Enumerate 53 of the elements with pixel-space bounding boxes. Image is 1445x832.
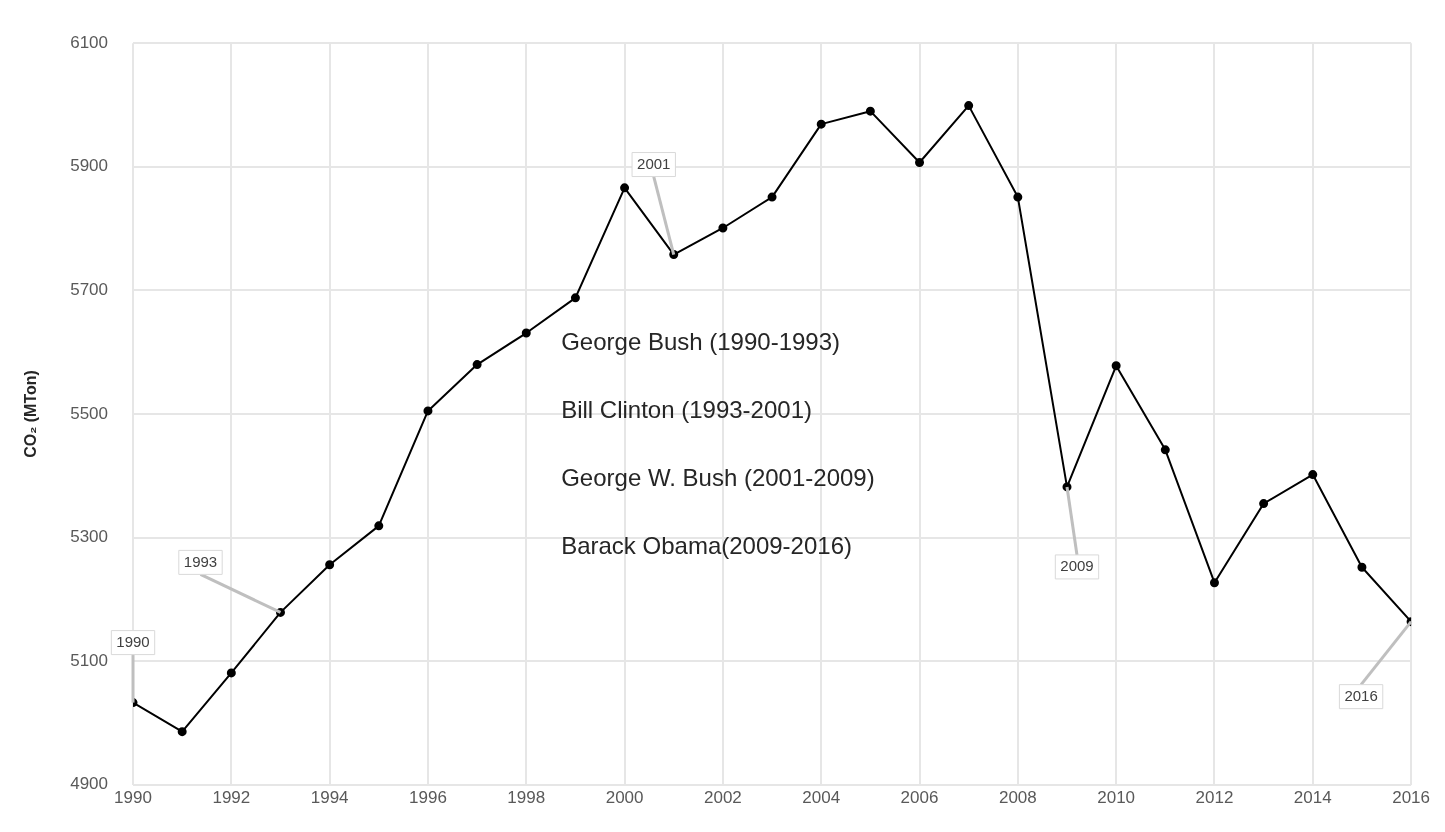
annotation: 2016 (1344, 686, 1378, 704)
point (1259, 499, 1269, 509)
point (1308, 470, 1318, 480)
point (1160, 445, 1170, 455)
annotation: 1993 (183, 552, 218, 570)
x-tick-label: 1992 (212, 787, 251, 807)
y-axis-title: CO₂ (MTon) (22, 370, 40, 458)
point (767, 192, 777, 202)
point (1111, 361, 1121, 371)
point (620, 183, 630, 193)
point (915, 157, 925, 167)
annotation: 2001 (637, 154, 671, 172)
annotation: Bill Clinton (1993-2001) (561, 396, 812, 424)
x-tick-label: 2002 (703, 787, 742, 807)
point (423, 406, 433, 416)
point (374, 521, 384, 531)
point (1357, 562, 1367, 572)
point (718, 223, 728, 233)
x-tick-label: 2014 (1293, 787, 1332, 807)
annotation: 2009 (1060, 557, 1094, 575)
x-tick-label: 1996 (409, 787, 447, 807)
x-tick-label: 2016 (1392, 787, 1430, 807)
y-tick-label: 5500 (70, 403, 109, 423)
x-tick-label: 2006 (900, 787, 939, 807)
point (570, 293, 580, 303)
y-tick-label: 5100 (70, 650, 109, 670)
y-tick-label: 5900 (70, 156, 109, 176)
point (472, 360, 482, 370)
point (865, 106, 875, 116)
x-tick-label: 2012 (1195, 787, 1234, 807)
x-tick-label: 1990 (114, 787, 152, 807)
point (964, 101, 974, 111)
x-tick-label: 2000 (605, 787, 644, 807)
y-tick-label: 4900 (70, 774, 109, 794)
y-tick-label: 5700 (70, 280, 109, 300)
annotation: 1990 (116, 632, 150, 650)
point (325, 560, 335, 570)
x-tick-label: 2004 (802, 787, 841, 807)
y-tick-label: 6100 (70, 32, 109, 52)
x-tick-label: 2008 (998, 787, 1037, 807)
point (521, 328, 531, 338)
point (1013, 192, 1023, 202)
point (816, 119, 826, 129)
x-tick-label: 2010 (1097, 787, 1136, 807)
annotation: Barack Obama(2009-2016) (561, 532, 852, 560)
x-tick-label: 1998 (507, 787, 546, 807)
point (177, 727, 187, 737)
point (1209, 578, 1219, 588)
annotation: George W. Bush (2001-2009) (561, 464, 875, 492)
annotation: George Bush (1990-1993) (561, 328, 841, 356)
point (226, 668, 236, 678)
x-tick-label: 1994 (310, 787, 349, 807)
y-tick-label: 5300 (70, 527, 109, 547)
